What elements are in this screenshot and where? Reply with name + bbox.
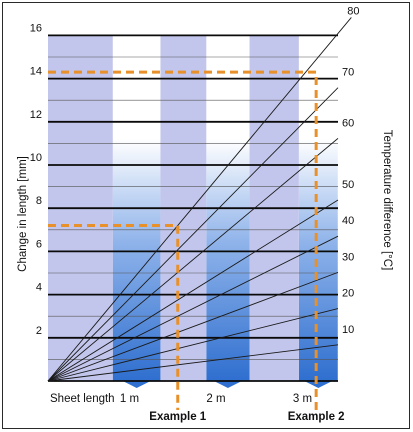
y-tick-label: 4 [36,282,42,294]
band-notch [122,381,151,388]
example-guide-line [48,223,180,410]
temperature-label: 70 [342,67,354,79]
temperature-line [47,271,339,382]
temperature-label: 10 [342,324,354,336]
chart-labels: Change in length [mm] Temperature differ… [17,5,393,423]
example-label: Example 2 [288,411,345,423]
temperature-line [47,87,339,382]
y-tick-label: 12 [30,109,42,121]
background-bands [48,35,338,388]
temperature-line [47,199,339,382]
band-notch [304,381,333,388]
y-tick-label: 10 [30,152,42,164]
temperature-line [47,344,339,382]
temperature-label: 60 [342,117,354,129]
y-tick-label: 2 [36,325,42,337]
temperature-label: 40 [342,215,354,227]
x-tick-label: 3 m [293,393,312,405]
y-tick-label: 14 [30,66,42,78]
y-axis-title: Change in length [mm] [17,156,29,272]
temperature-line [47,235,339,382]
temperature-label: 20 [342,288,354,300]
temperature-lines [47,17,352,382]
y-tick-label: 8 [36,195,42,207]
temperature-label: 80 [347,5,359,17]
temperature-line [47,17,352,382]
temperature-line [47,308,339,382]
temperature-label: 50 [342,179,354,191]
y2-axis-title: Temperature difference [°C] [381,130,393,271]
x-tick-label: 1 m [120,393,139,405]
y-tick-label: 6 [36,238,42,250]
y-tick-label: 16 [30,22,42,34]
temperature-line [47,138,339,382]
temperature-label: 30 [342,251,354,263]
x-axis-title: Sheet length [50,393,115,405]
example-label: Example 1 [149,411,206,423]
band-notch [213,381,242,388]
x-tick-label: 2 m [206,393,225,405]
example-guides [48,70,318,410]
